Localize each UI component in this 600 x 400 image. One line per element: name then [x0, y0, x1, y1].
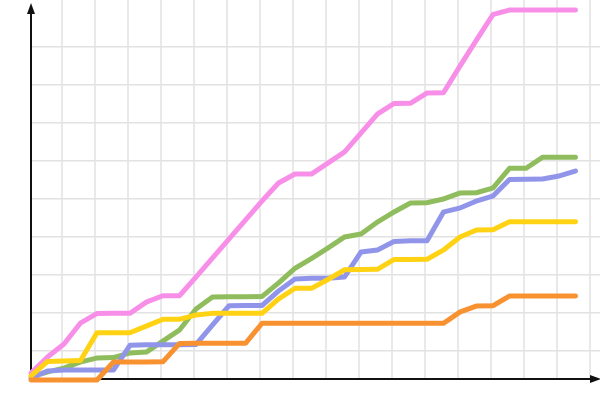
series-line-periwinkle: [28, 168, 578, 381]
series-line-green: [28, 154, 578, 380]
x-axis-arrow-icon: [590, 375, 600, 383]
series-line-pink: [28, 7, 578, 376]
series-line-gold: [28, 219, 578, 379]
data-series: [28, 7, 578, 383]
axes: [27, 3, 600, 383]
y-axis-arrow-icon: [27, 3, 35, 14]
series-line-orange: [28, 293, 578, 383]
